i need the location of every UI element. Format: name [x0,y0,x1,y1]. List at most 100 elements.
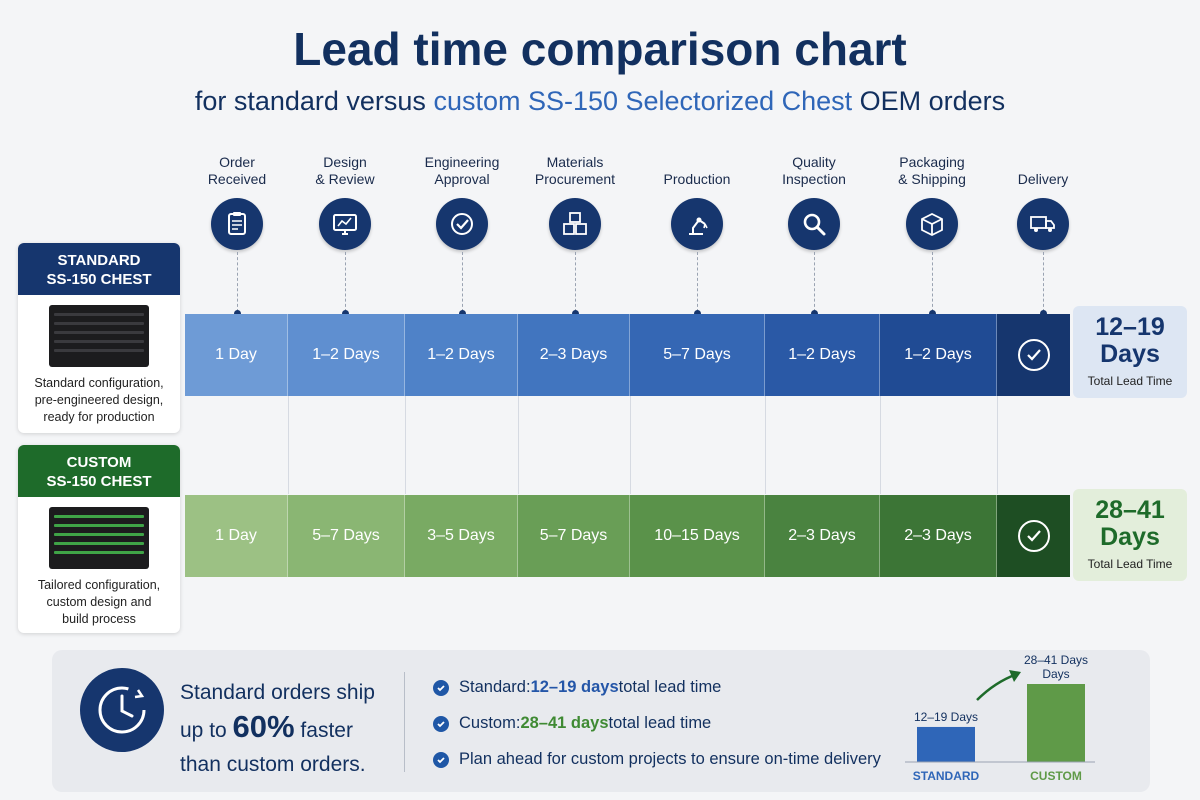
timeline-segment: 1–2 Days [405,314,518,396]
monitor-chart-icon [319,198,371,250]
chest-drawer [54,524,144,527]
stage-connector [345,252,346,312]
column-gridline [997,396,998,494]
chest-drawer [54,533,144,536]
timeline-segment: 1 Day [185,314,288,396]
timeline-segment: 2–3 Days [518,314,630,396]
bullet-text: total lead time [608,714,712,732]
chest-drawer [54,551,144,554]
total-days: 28–41 Days [1095,496,1165,551]
total-label: Total Lead Time [1087,557,1173,571]
page-subtitle: for standard versus custom SS-150 Select… [0,86,1200,117]
chest-drawer [54,349,144,352]
bullet-text: Plan ahead for custom projects to ensure… [459,750,881,768]
stage-2: Design & Review [280,150,410,188]
mini-bar-label: 12–19 Days [914,710,978,724]
chest-drawer [54,322,144,325]
total-label: Total Lead Time [1087,374,1173,388]
stage-label: Production [663,171,731,187]
column-gridline [405,396,406,494]
column-gridline [518,396,519,494]
summary-panel [52,650,1150,792]
chest-drawer [54,313,144,316]
timeline-segment: 5–7 Days [630,314,765,396]
stage-1: Order Received [172,150,302,188]
stage-5: Production [632,150,762,188]
timeline-segment: 5–7 Days [518,495,630,577]
check-icon [433,679,449,696]
stage-connector [932,252,933,312]
stage-8: Delivery [978,150,1108,188]
chest-drawer [54,331,144,334]
custom-card-description: Tailored configuration, custom design an… [37,578,161,626]
custom-card-title: CUSTOM SS-150 CHEST [18,445,180,497]
column-gridline [630,396,631,494]
mini-category-label: STANDARD [913,769,980,783]
stage-connector [697,252,698,312]
stage-6: Quality Inspection [749,150,879,188]
summary-bullet: Plan ahead for custom projects to ensure… [433,750,881,769]
column-gridline [880,396,881,494]
chest-drawer [54,542,144,545]
timeline-segment: 3–5 Days [405,495,518,577]
column-gridline [288,396,289,494]
stage-3: Engineering Approval [397,150,527,188]
headline-up-to: up to [180,719,233,742]
chest-drawer [54,515,144,518]
summary-bullet: Custom: 28–41 days total lead time [433,714,711,733]
summary-headline: Standard orders ship up to 60% faster th… [180,676,395,782]
trend-arrow-head [1009,670,1021,682]
timeline-segment [997,495,1070,577]
mini-bar-label: Days [1042,667,1069,681]
standard-card-description: Standard configuration, pre-engineered d… [34,376,164,424]
boxes-icon [549,198,601,250]
standard-total-lead-time: 12–19 Days Total Lead Time [1073,306,1187,398]
stage-dot [572,310,579,317]
bullet-text: total lead time [618,678,722,696]
truck-icon [1017,198,1069,250]
standard-card-title: STANDARD SS-150 CHEST [18,243,180,295]
page-title: Lead time comparison chart [293,23,907,75]
timeline-segment: 1–2 Days [765,314,880,396]
magnifier-icon [788,198,840,250]
stage-label: Design & Review [315,154,375,187]
custom-product-card: CUSTOM SS-150 CHEST Tailored configurati… [18,445,180,633]
stage-dot [1040,310,1047,317]
check-icon [433,715,449,732]
timeline-segment: 2–3 Days [880,495,997,577]
headline-percentage: 60% [232,709,295,744]
headline-line-3: than custom orders. [180,753,366,776]
stage-connector [814,252,815,312]
timeline-segment [997,314,1070,396]
stage-label: Delivery [1017,171,1069,187]
headline-line-1: Standard orders ship [180,681,375,704]
clock-icon [80,668,164,752]
subtitle-tail: OEM orders [852,86,1006,116]
column-gridline [765,396,766,494]
timeline-segment: 1 Day [185,495,288,577]
stage-connector [1043,252,1044,312]
timeline-segment: 1–2 Days [288,314,405,396]
stage-label: Engineering Approval [424,154,500,187]
check-icon [1017,339,1050,371]
subtitle-lead: for standard versus [194,86,434,116]
check-icon [1017,520,1050,552]
mini-bar-label: 28–41 Days [1024,653,1088,667]
stage-dot [929,310,936,317]
stage-connector [237,252,238,312]
mini-category-label: CUSTOM [1030,769,1082,783]
bullet-highlight: 28–41 days [520,714,609,732]
robot-arm-icon [671,198,723,250]
custom-chest-image [49,507,149,569]
check-icon [433,751,449,768]
stage-label: Quality Inspection [782,154,846,187]
bullet-text: Standard: [459,678,531,696]
stage-dot [811,310,818,317]
standard-product-card: STANDARD SS-150 CHEST Standard configura… [18,243,180,433]
bullet-highlight: 12–19 days [530,678,619,696]
standard-timeline-row: 1 Day 1–2 Days 1–2 Days 2–3 Days 5–7 Days 1–2… [185,314,1070,396]
subtitle-accent: custom SS-150 Selectorized Chest [433,86,853,116]
summary-bullet: Standard: 12–19 days total lead time [433,678,721,697]
stage-dot [342,310,349,317]
